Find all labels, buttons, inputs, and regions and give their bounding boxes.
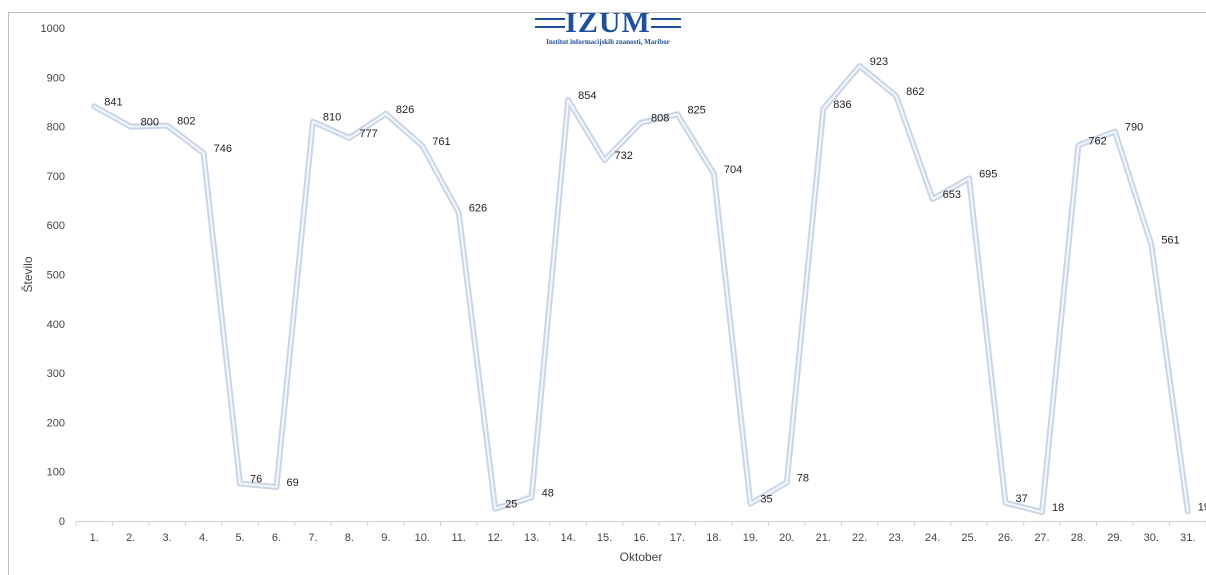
data-label: 732 bbox=[615, 150, 633, 162]
x-tick-label: 13. bbox=[524, 532, 539, 544]
x-tick-label: 20. bbox=[779, 532, 794, 544]
data-label: 69 bbox=[286, 477, 298, 489]
logo-lines-icon bbox=[535, 16, 566, 30]
data-label: 704 bbox=[724, 164, 742, 176]
data-label: 25 bbox=[505, 499, 517, 511]
x-axis-ticks: 1. 2. 3. 4. 5. 6. 7. 8. 9. 10. 11. 12. 13. 14. 15. 16. 1… bbox=[75, 521, 1206, 544]
data-series bbox=[91, 63, 1191, 516]
x-tick-label: 21. bbox=[816, 532, 831, 544]
x-tick-label: 31. bbox=[1180, 532, 1195, 544]
data-label: 48 bbox=[542, 487, 554, 499]
x-tick-label: 26. bbox=[998, 532, 1013, 544]
x-tick-label: 19. bbox=[743, 532, 758, 544]
data-label: 695 bbox=[979, 168, 997, 180]
x-tick-label: 27. bbox=[1034, 532, 1049, 544]
data-label: 76 bbox=[250, 474, 262, 486]
y-tick-label: 700 bbox=[47, 171, 65, 183]
y-tick-label: 800 bbox=[47, 122, 65, 134]
data-labels: 841 800 802 746 76 69 810 777 826 761 626 25 48 854 73… bbox=[104, 56, 1206, 514]
data-label: 37 bbox=[1016, 493, 1028, 505]
data-label: 78 bbox=[797, 473, 809, 485]
logo-subtitle: Institut informacijskih znanosti, Maribo… bbox=[546, 38, 670, 46]
data-label: 561 bbox=[1161, 234, 1179, 246]
data-label: 653 bbox=[943, 189, 961, 201]
series-line bbox=[93, 65, 1189, 514]
x-tick-label: 9. bbox=[381, 532, 390, 544]
y-axis-ticks: 0 100 200 300 400 500 600 700 800 900 1000 bbox=[41, 23, 65, 528]
y-tick-label: 600 bbox=[47, 220, 65, 232]
data-label: 802 bbox=[177, 116, 195, 128]
data-label: 35 bbox=[760, 494, 772, 506]
x-tick-label: 25. bbox=[961, 532, 976, 544]
x-tick-label: 4. bbox=[199, 532, 208, 544]
data-label: 18 bbox=[1052, 502, 1064, 514]
y-tick-label: 900 bbox=[47, 72, 65, 84]
data-label: 746 bbox=[214, 143, 232, 155]
x-tick-label: 17. bbox=[670, 532, 685, 544]
data-label: 825 bbox=[687, 104, 705, 116]
x-tick-label: 11. bbox=[451, 532, 465, 544]
data-label: 854 bbox=[578, 90, 596, 102]
y-tick-label: 1000 bbox=[41, 23, 65, 35]
x-tick-label: 2. bbox=[126, 532, 135, 544]
data-label: 800 bbox=[141, 117, 159, 129]
x-tick-label: 5. bbox=[235, 532, 244, 544]
y-tick-label: 500 bbox=[47, 270, 65, 282]
x-tick-label: 29. bbox=[1107, 532, 1122, 544]
data-label: 836 bbox=[833, 99, 851, 111]
x-tick-label: 12. bbox=[488, 532, 503, 544]
x-tick-label: 10. bbox=[415, 532, 430, 544]
x-tick-label: 3. bbox=[163, 532, 172, 544]
logo-lines-icon bbox=[650, 16, 681, 30]
x-tick-label: 23. bbox=[889, 532, 904, 544]
data-label: 19 bbox=[1198, 502, 1206, 514]
x-tick-label: 24. bbox=[925, 532, 940, 544]
x-tick-label: 22. bbox=[852, 532, 867, 544]
data-label: 762 bbox=[1088, 135, 1106, 147]
y-axis-title: Število bbox=[20, 256, 35, 292]
y-tick-label: 0 bbox=[59, 516, 65, 528]
x-tick-label: 16. bbox=[633, 532, 648, 544]
data-label: 923 bbox=[870, 56, 888, 68]
data-label: 790 bbox=[1125, 122, 1143, 134]
x-axis-title: Oktober bbox=[620, 550, 663, 564]
y-tick-label: 300 bbox=[47, 368, 65, 380]
y-tick-label: 400 bbox=[47, 319, 65, 331]
y-tick-label: 100 bbox=[47, 467, 65, 479]
x-tick-label: 6. bbox=[272, 532, 281, 544]
x-tick-label: 8. bbox=[345, 532, 354, 544]
x-tick-label: 7. bbox=[308, 532, 317, 544]
data-label: 777 bbox=[359, 128, 377, 140]
data-label: 841 bbox=[104, 96, 122, 108]
x-tick-label: 28. bbox=[1071, 532, 1086, 544]
x-tick-label: 15. bbox=[597, 532, 612, 544]
x-tick-label: 18. bbox=[706, 532, 721, 544]
data-label: 810 bbox=[323, 112, 341, 124]
y-tick-label: 200 bbox=[47, 417, 65, 429]
data-label: 761 bbox=[432, 136, 450, 148]
data-label: 626 bbox=[469, 202, 487, 214]
data-label: 826 bbox=[396, 104, 414, 116]
data-label: 862 bbox=[906, 86, 924, 98]
series-line-shadow bbox=[91, 63, 1191, 516]
x-tick-label: 1. bbox=[90, 532, 99, 544]
x-tick-label: 14. bbox=[560, 532, 575, 544]
x-tick-label: 30. bbox=[1144, 532, 1159, 544]
data-label: 808 bbox=[651, 113, 669, 125]
